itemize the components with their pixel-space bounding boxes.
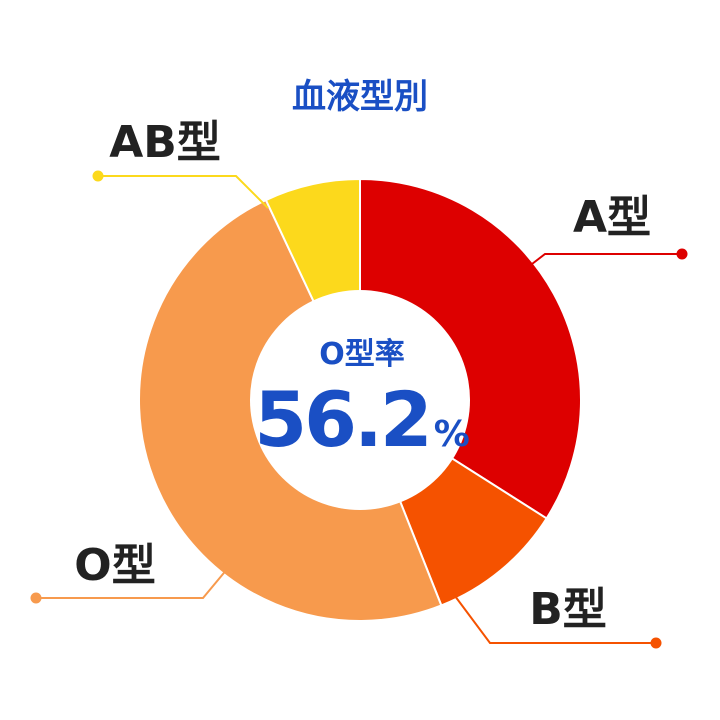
- center-label: O型率: [319, 337, 405, 372]
- donut-hole: [250, 290, 470, 510]
- leader-ab-dot: [92, 170, 104, 182]
- leader-o-dot: [30, 592, 42, 604]
- label-o: O型: [74, 540, 155, 591]
- leader-o-line: [36, 567, 229, 599]
- chart-title: 血液型別: [292, 77, 428, 117]
- label-ab: AB型: [109, 117, 221, 168]
- leader-b-line: [451, 591, 656, 644]
- center-value-line: 56.2%: [254, 375, 470, 464]
- center-unit: %: [434, 414, 470, 455]
- leaders-group: [30, 170, 688, 649]
- leader-ab-line: [98, 175, 269, 209]
- leader-a-line: [531, 253, 682, 265]
- leader-a-dot: [676, 248, 688, 260]
- leader-b-dot: [650, 637, 662, 649]
- center-value: 56.2: [254, 375, 430, 464]
- label-b: B型: [529, 584, 607, 635]
- label-a: A型: [573, 192, 651, 243]
